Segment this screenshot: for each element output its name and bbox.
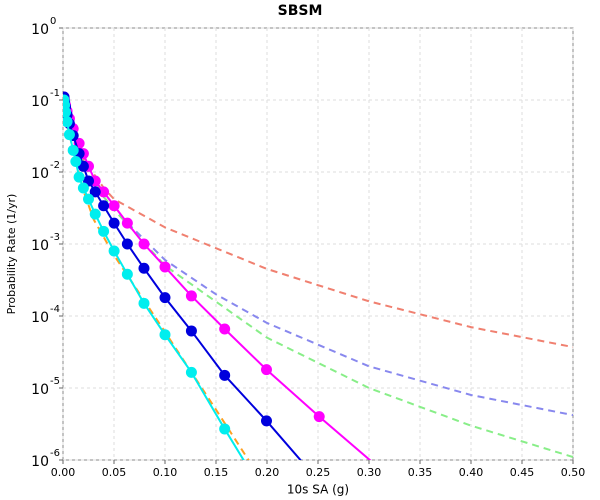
x-tick-label: 0.05 <box>102 466 127 479</box>
marker <box>185 325 197 337</box>
marker <box>219 369 231 381</box>
x-tick-label: 0.50 <box>561 466 586 479</box>
y-tick-label: 10 <box>31 310 49 326</box>
marker <box>138 297 150 309</box>
marker <box>98 200 110 212</box>
marker <box>73 171 85 183</box>
marker <box>98 225 110 237</box>
dashed-line <box>63 96 573 349</box>
x-tick-label: 0.35 <box>408 466 433 479</box>
marker <box>63 116 73 128</box>
marker <box>380 468 391 479</box>
marker <box>63 106 72 118</box>
marker <box>89 208 101 220</box>
marker <box>63 129 75 141</box>
y-tick-label: 10 <box>31 382 49 398</box>
marker <box>185 366 197 378</box>
tick-exponent: 0 <box>50 16 56 27</box>
marker <box>159 261 171 273</box>
x-axis-label: 10s SA (g) <box>287 483 349 497</box>
marker <box>260 415 272 427</box>
marker <box>138 262 150 274</box>
tick-exponent: -4 <box>50 304 60 315</box>
marker <box>70 155 82 167</box>
tick-base: 10 <box>31 94 49 110</box>
y-tick-label: 10 <box>31 454 49 470</box>
y-axis-label: Probability Rate (1/yr) <box>5 194 18 315</box>
x-tick-label: 0.45 <box>510 466 535 479</box>
x-tick-label: 0.40 <box>459 466 484 479</box>
marker <box>77 182 89 194</box>
chart-title: SBSM <box>278 3 323 19</box>
x-tick-label: 0.20 <box>255 466 280 479</box>
marker <box>313 411 325 423</box>
marker <box>260 364 272 376</box>
marker <box>83 193 94 205</box>
x-tick-label: 0.30 <box>357 466 382 479</box>
y-tick-label: 10 <box>31 94 49 110</box>
marker <box>67 144 79 156</box>
y-tick-label: 10 <box>31 166 49 182</box>
y-tick-label: 10 <box>31 238 49 254</box>
tick-exponent: -3 <box>50 232 60 243</box>
marker <box>159 329 171 341</box>
marker <box>108 200 120 212</box>
x-tick-label: 0.10 <box>153 466 178 479</box>
marker <box>261 492 272 500</box>
tick-base: 10 <box>31 166 49 182</box>
tick-exponent: -5 <box>50 376 60 387</box>
tick-exponent: -2 <box>50 160 60 171</box>
x-tick-label: 0.15 <box>204 466 229 479</box>
x-tick-label: 0.00 <box>51 466 76 479</box>
marker <box>108 217 120 229</box>
marker <box>138 238 150 250</box>
tick-base: 10 <box>31 238 49 254</box>
marker <box>121 217 133 229</box>
tick-base: 10 <box>31 22 49 38</box>
tick-exponent: -1 <box>50 88 60 99</box>
tick-base: 10 <box>31 310 49 326</box>
marker <box>89 186 101 198</box>
marker <box>185 290 197 302</box>
marker <box>219 423 231 435</box>
tick-base: 10 <box>31 382 49 398</box>
marker <box>159 292 171 304</box>
y-tick-label: 10 <box>31 22 49 38</box>
x-tick-label: 0.25 <box>306 466 331 479</box>
marker <box>98 186 110 198</box>
tick-exponent: -6 <box>50 448 60 459</box>
tick-base: 10 <box>31 454 49 470</box>
marker <box>121 238 133 250</box>
marker <box>108 245 120 257</box>
marker <box>121 268 133 280</box>
marker <box>219 323 231 335</box>
